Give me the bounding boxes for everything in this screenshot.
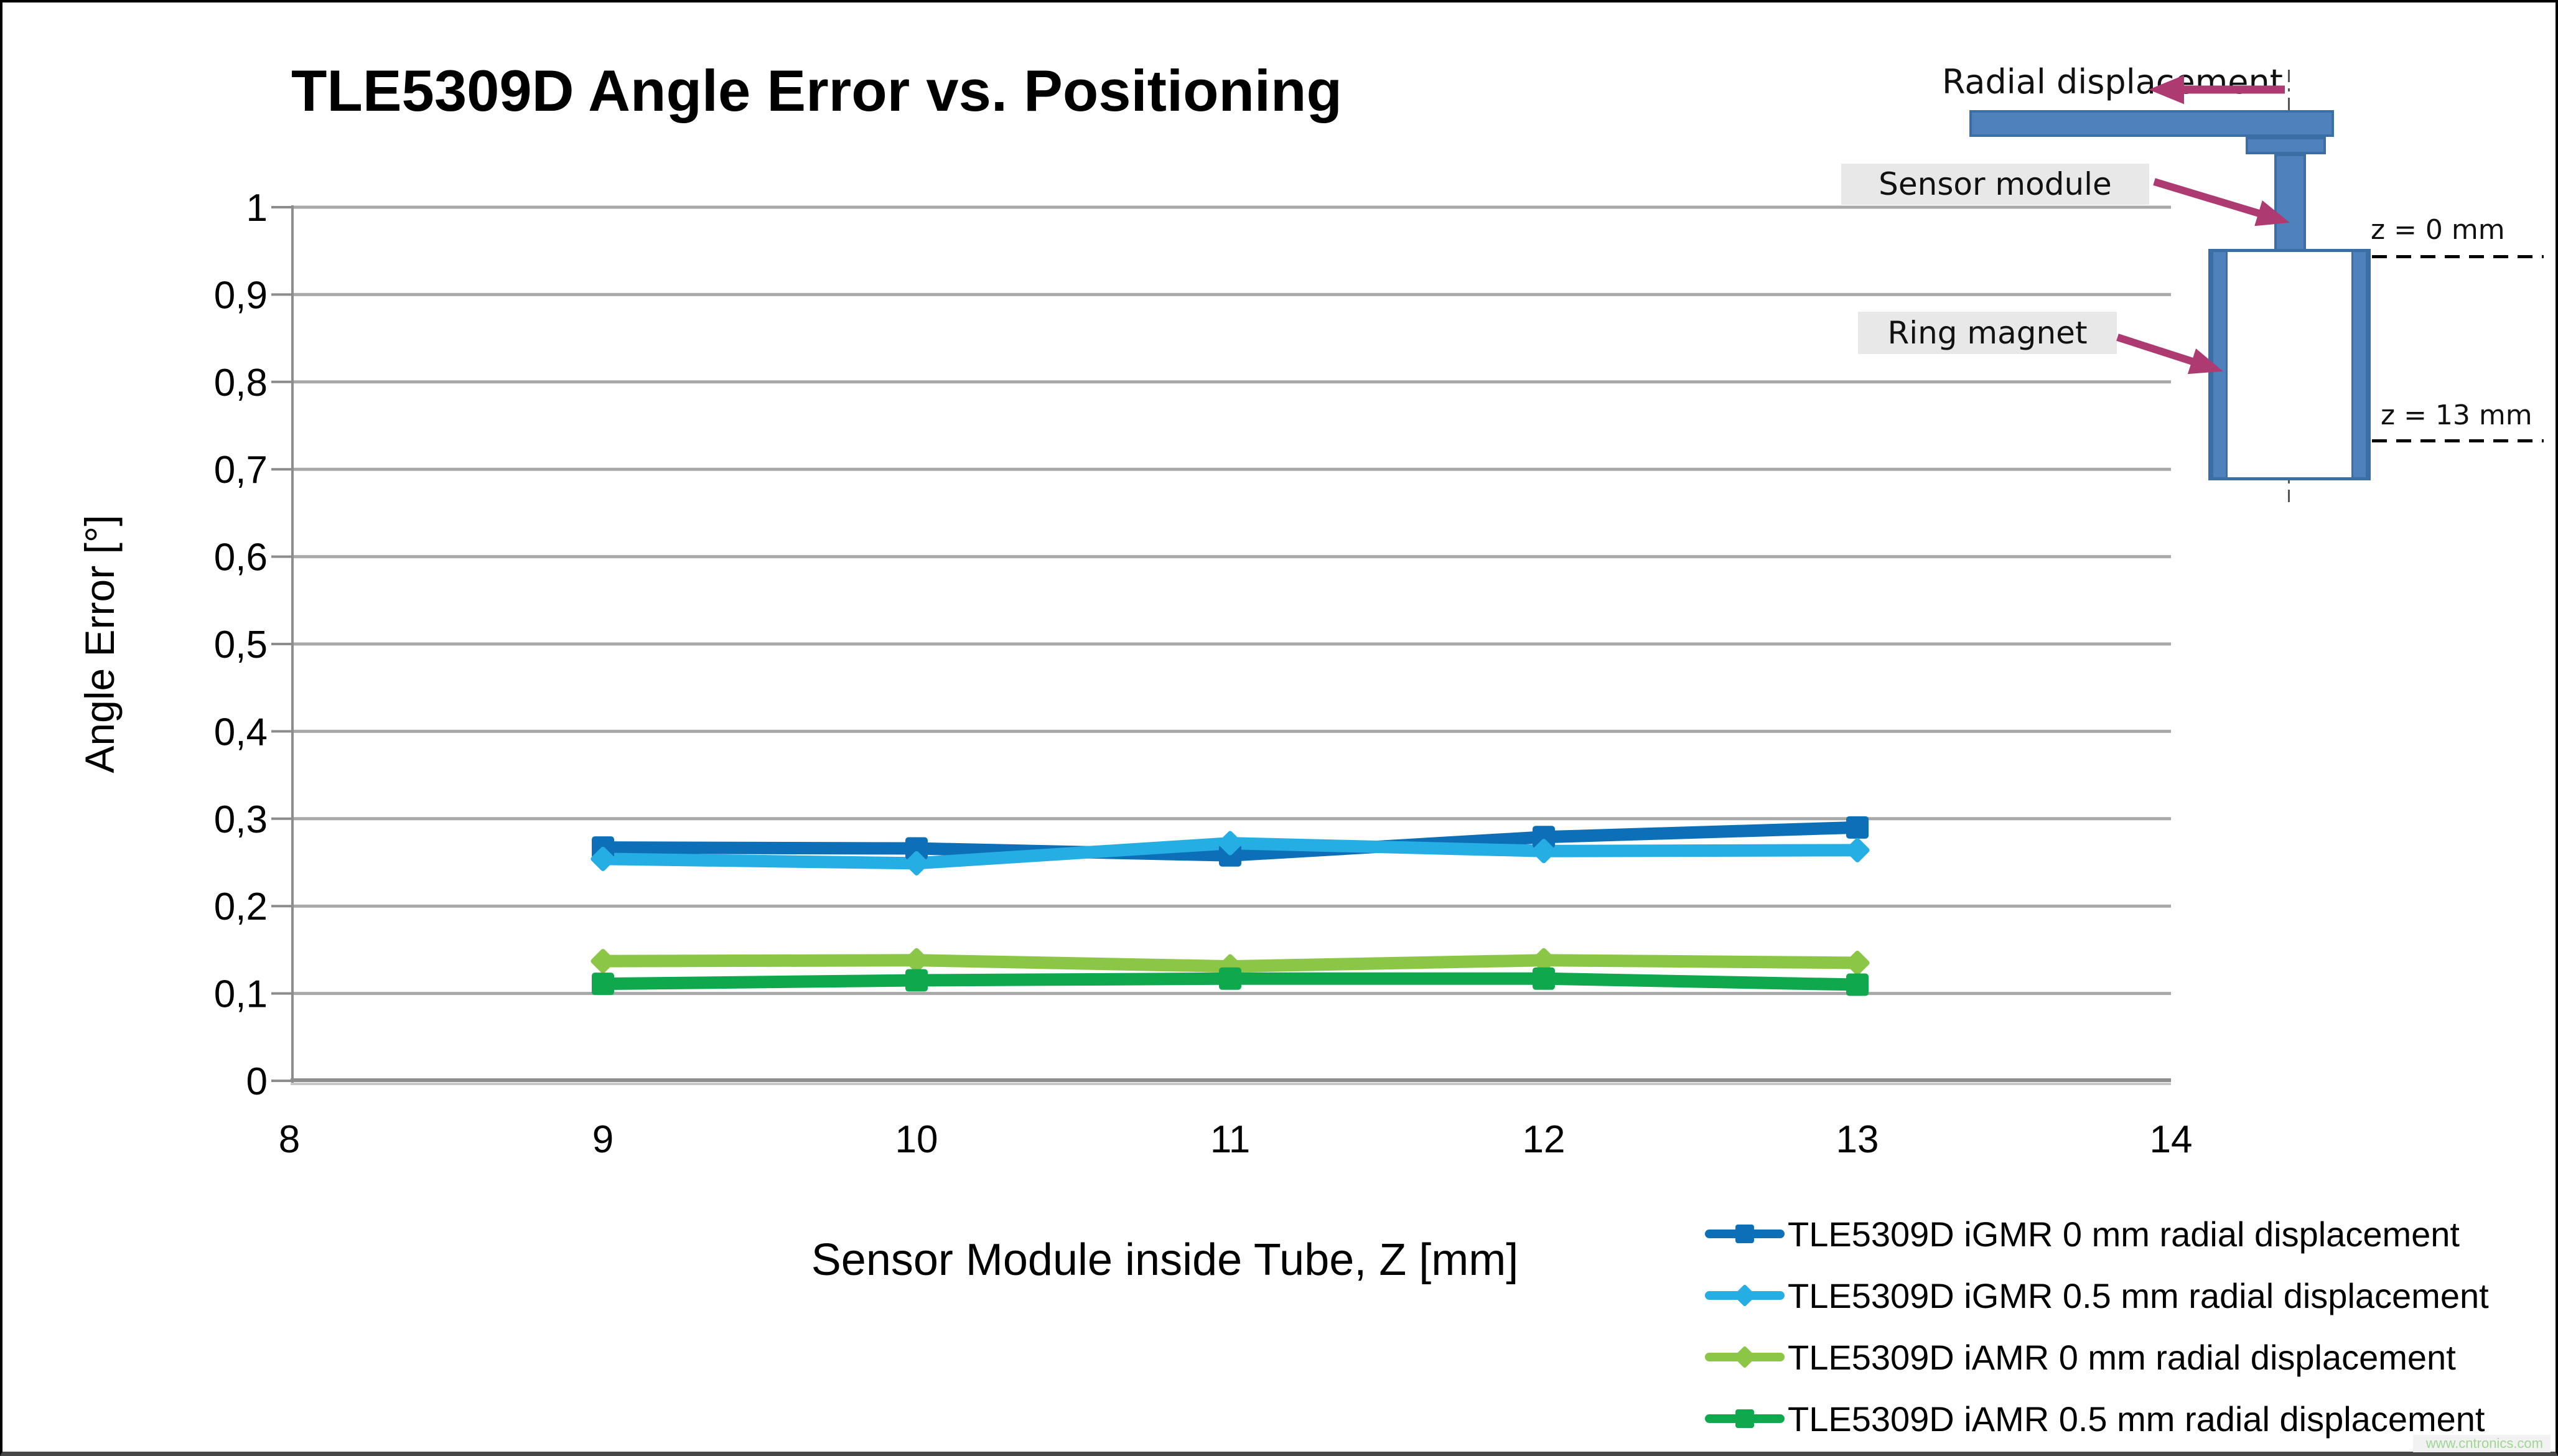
x-tick-label: 8 — [279, 1118, 300, 1161]
y-tick-label: 0,9 — [214, 274, 268, 317]
marker-square — [1533, 967, 1555, 990]
x-tick-label: 11 — [1210, 1118, 1250, 1161]
legend-label: TLE5309D iAMR 0 mm radial displacement — [1788, 1337, 2456, 1377]
marker-diamond — [904, 851, 929, 875]
y-tick-label: 0,1 — [214, 973, 268, 1016]
marker-square — [592, 973, 614, 996]
legend-item: TLE5309D iGMR 0.5 mm radial displacement — [1704, 1274, 2489, 1317]
x-tick-label: 14 — [2150, 1118, 2193, 1161]
legend-swatch — [1705, 1346, 1785, 1368]
marker-diamond — [904, 948, 929, 973]
y-tick-label: 0,7 — [214, 449, 268, 492]
marker-square — [905, 837, 928, 860]
z0-label: z = 0 mm — [2371, 214, 2505, 246]
y-tick-label: 0,2 — [214, 885, 268, 928]
y-tick-label: 0,5 — [214, 623, 268, 666]
diagram-arm-bar — [1969, 110, 2334, 137]
diagram-ring-magnet — [2208, 249, 2371, 480]
z13-dashed-line — [2372, 439, 2544, 442]
marker-square — [1846, 973, 1869, 996]
marker-square — [905, 969, 928, 992]
x-tick-label: 12 — [1523, 1118, 1566, 1161]
legend-swatch — [1705, 1284, 1785, 1307]
watermark: www.cntronics.com — [2413, 1435, 2551, 1452]
legend-item: TLE5309D iGMR 0 mm radial displacement — [1704, 1212, 2460, 1256]
marker-diamond — [1845, 838, 1870, 862]
marker-diamond — [590, 846, 615, 871]
legend-swatch — [1705, 1225, 1785, 1243]
marker-square — [1533, 826, 1555, 849]
z0-dashed-line — [2372, 255, 2544, 258]
y-tick-label: 0,8 — [214, 362, 268, 404]
x-tick-label: 13 — [1836, 1118, 1879, 1161]
y-tick-label: 0,6 — [214, 536, 268, 579]
x-tick-label: 10 — [895, 1118, 938, 1161]
ring-magnet-label: Ring magnet — [1858, 312, 2117, 354]
marker-diamond — [1531, 839, 1556, 864]
legend-label: TLE5309D iGMR 0.5 mm radial displacement — [1788, 1276, 2489, 1315]
diagram-mount-block — [2246, 137, 2326, 154]
sensor-module-label: Sensor module — [1841, 164, 2149, 205]
marker-square — [1846, 816, 1869, 839]
legend-label: TLE5309D iAMR 0.5 mm radial displacement — [1788, 1399, 2485, 1439]
marker-diamond — [1218, 831, 1243, 856]
x-tick-label: 9 — [592, 1118, 614, 1161]
y-tick-label: 0,3 — [214, 798, 268, 841]
legend-item: TLE5309D iAMR 0.5 mm radial displacement — [1704, 1397, 2485, 1440]
diagram-sensor-rod — [2274, 154, 2306, 254]
magnet-left-wall — [2211, 252, 2228, 477]
legend-swatch — [1705, 1409, 1785, 1428]
y-tick-label: 0,4 — [214, 711, 268, 754]
z13-label: z = 13 mm — [2381, 399, 2532, 431]
legend-item: TLE5309D iAMR 0 mm radial displacement — [1704, 1335, 2456, 1379]
marker-square — [1219, 967, 1241, 990]
legend-label: TLE5309D iGMR 0 mm radial displacement — [1788, 1214, 2460, 1254]
marker-diamond — [1531, 948, 1556, 973]
marker-diamond — [590, 949, 615, 974]
chart-title: TLE5309D Angle Error vs. Positioning — [291, 58, 1342, 123]
y-tick-label: 0 — [246, 1060, 268, 1103]
y-tick-label: 1 — [246, 187, 268, 230]
magnet-right-wall — [2351, 252, 2368, 477]
marker-diamond — [1845, 950, 1870, 976]
x-axis-title: Sensor Module inside Tube, Z [mm] — [811, 1235, 1519, 1285]
radial-displacement-label: Radial displacement — [1942, 62, 2283, 101]
